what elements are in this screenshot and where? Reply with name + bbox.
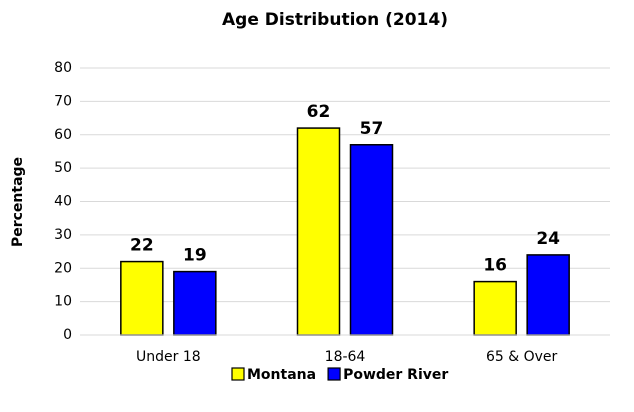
x-tick-label: 18-64 — [325, 349, 366, 365]
legend-swatch — [327, 367, 341, 381]
value-label: 24 — [536, 229, 560, 249]
y-tick-label: 0 — [63, 327, 72, 343]
y-tick-label: 20 — [54, 260, 72, 276]
value-label: 19 — [183, 246, 207, 266]
y-tick-label: 50 — [54, 160, 72, 176]
chart-title: Age Distribution (2014) — [222, 10, 448, 30]
bar — [473, 280, 517, 336]
bar — [296, 127, 341, 336]
legend-label: Powder River — [343, 367, 448, 383]
y-tick-label: 80 — [54, 60, 72, 76]
legend-label: Montana — [247, 367, 316, 383]
y-tick-label: 10 — [54, 294, 72, 310]
value-label: 62 — [307, 102, 331, 122]
y-tick-label: 60 — [54, 127, 72, 143]
bar — [526, 254, 570, 336]
value-label: 57 — [360, 119, 384, 139]
bar — [120, 260, 164, 336]
value-label: 16 — [483, 256, 507, 276]
bar — [173, 270, 217, 336]
y-axis-label: Percentage — [10, 157, 26, 247]
value-label: 22 — [130, 236, 154, 256]
x-tick-label: 65 & Over — [486, 349, 558, 365]
bar — [349, 144, 394, 336]
y-tick-label: 30 — [54, 227, 72, 243]
legend-swatch — [231, 367, 245, 381]
y-tick-label: 40 — [54, 194, 72, 210]
x-tick-label: Under 18 — [136, 349, 201, 365]
y-tick-label: 70 — [54, 93, 72, 109]
